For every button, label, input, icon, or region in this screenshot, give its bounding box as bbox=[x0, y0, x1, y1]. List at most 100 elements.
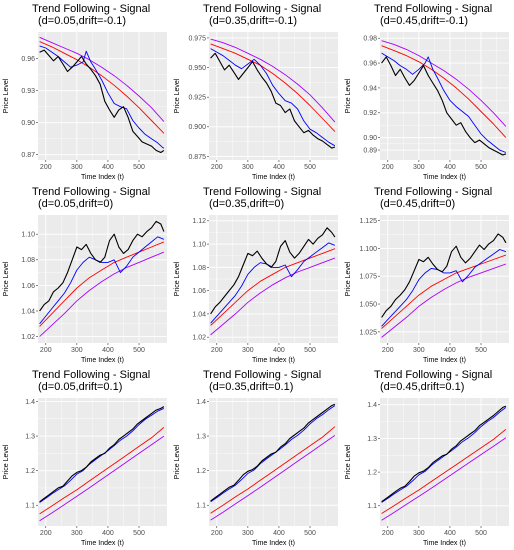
chart-svg: Trend Following - Signal(d=0.35,drift=0.… bbox=[174, 369, 338, 547]
chart-panel: Trend Following - Signal (d=0.45,drift=-0… bbox=[342, 0, 513, 183]
chart-svg: Trend Following - Signal(d=0.45,drift=0.… bbox=[345, 369, 509, 547]
x-tick-label: 500 bbox=[475, 164, 487, 171]
x-tick-label: 400 bbox=[102, 164, 114, 171]
y-tick-label: 0.90 bbox=[21, 120, 35, 127]
y-axis-label: Price Level bbox=[345, 78, 352, 113]
x-axis-label: Time Index (t) bbox=[252, 540, 295, 547]
y-tick-label: 0.96 bbox=[21, 56, 35, 63]
y-tick-label: 1.08 bbox=[21, 257, 35, 264]
y-tick-label: 1.08 bbox=[192, 265, 206, 272]
x-tick-label: 400 bbox=[102, 347, 114, 354]
x-tick-label: 400 bbox=[273, 530, 285, 537]
series-line bbox=[39, 41, 165, 134]
series-line bbox=[210, 52, 336, 149]
y-tick-label: 0.90 bbox=[363, 135, 377, 142]
chart-panel: Trend Following - Signal (d=0.45,drift=0.… bbox=[342, 366, 513, 549]
series-line bbox=[381, 254, 507, 329]
y-tick-label: 1.2 bbox=[367, 470, 377, 477]
series-line bbox=[39, 236, 165, 325]
chart-subtitle: (d=0.05,drift=-0.1) bbox=[38, 15, 126, 27]
plot-background bbox=[380, 398, 509, 526]
series-line bbox=[39, 251, 165, 337]
y-tick-label: 0.92 bbox=[363, 110, 377, 117]
x-tick-label: 200 bbox=[382, 347, 394, 354]
chart-subtitle: (d=0.05,drift=0.1) bbox=[38, 381, 122, 393]
chart-title: Trend Following - Signal bbox=[203, 369, 321, 381]
chart-panel: Trend Following - Signal (d=0.35,drift=0.… bbox=[171, 366, 342, 549]
y-tick-label: 1.100 bbox=[359, 246, 377, 253]
x-axis-label: Time Index (t) bbox=[81, 174, 124, 181]
y-tick-label: 0.925 bbox=[188, 95, 206, 102]
chart-svg: Trend Following - Signal(d=0.05,drift=0.… bbox=[3, 369, 167, 547]
y-tick-label: 0.875 bbox=[188, 154, 206, 161]
series-line bbox=[39, 49, 165, 154]
y-tick-label: 1.10 bbox=[21, 232, 35, 239]
x-tick-label: 200 bbox=[211, 164, 223, 171]
chart-svg: Trend Following - Signal(d=0.05,drift=0)… bbox=[3, 186, 167, 364]
y-axis-label: Price Level bbox=[3, 261, 10, 296]
x-tick-label: 500 bbox=[304, 530, 316, 537]
series-line bbox=[210, 435, 336, 521]
y-tick-label: 1.1 bbox=[367, 503, 377, 510]
series-line bbox=[39, 406, 165, 503]
x-axis-label: Time Index (t) bbox=[252, 357, 295, 364]
chart-title: Trend Following - Signal bbox=[374, 186, 492, 198]
chart-title: Trend Following - Signal bbox=[203, 186, 321, 198]
chart-subtitle: (d=0.45,drift=0.1) bbox=[380, 381, 464, 393]
y-axis-label: Price Level bbox=[174, 78, 181, 113]
series-line bbox=[210, 403, 336, 502]
series-line bbox=[210, 242, 336, 324]
y-tick-label: 1.2 bbox=[196, 468, 206, 475]
series-line bbox=[39, 36, 165, 122]
series-line bbox=[381, 437, 507, 521]
x-tick-label: 300 bbox=[71, 347, 83, 354]
y-tick-label: 1.4 bbox=[367, 402, 377, 409]
y-tick-label: 0.94 bbox=[363, 85, 377, 92]
y-axis-label: Price Level bbox=[174, 261, 181, 296]
y-tick-label: 1.025 bbox=[359, 329, 377, 336]
x-tick-label: 300 bbox=[413, 347, 425, 354]
y-tick-label: 1.125 bbox=[359, 218, 377, 225]
y-tick-label: 1.1 bbox=[25, 503, 35, 510]
chart-title: Trend Following - Signal bbox=[32, 186, 150, 198]
y-tick-label: 1.04 bbox=[21, 308, 35, 315]
x-tick-label: 200 bbox=[382, 164, 394, 171]
y-tick-label: 0.98 bbox=[363, 36, 377, 43]
y-tick-label: 0.96 bbox=[363, 60, 377, 67]
y-axis-label: Price Level bbox=[174, 444, 181, 479]
x-tick-label: 300 bbox=[242, 164, 254, 171]
y-tick-label: 1.050 bbox=[359, 301, 377, 308]
x-tick-label: 500 bbox=[304, 347, 316, 354]
x-axis-label: Time Index (t) bbox=[81, 540, 124, 547]
plot-background bbox=[38, 32, 167, 160]
series-line bbox=[210, 38, 336, 123]
x-tick-label: 300 bbox=[71, 530, 83, 537]
x-tick-label: 200 bbox=[40, 164, 52, 171]
series-line bbox=[210, 48, 336, 147]
x-axis-label: Time Index (t) bbox=[81, 357, 124, 364]
x-tick-label: 300 bbox=[71, 164, 83, 171]
x-tick-label: 400 bbox=[444, 347, 456, 354]
series-line bbox=[39, 435, 165, 522]
y-axis-label: Price Level bbox=[3, 444, 10, 479]
series-line bbox=[381, 405, 507, 503]
x-axis-label: Time Index (t) bbox=[423, 357, 466, 364]
x-tick-label: 500 bbox=[304, 164, 316, 171]
chart-panel: Trend Following - Signal (d=0.05,drift=0.… bbox=[0, 366, 171, 549]
chart-title: Trend Following - Signal bbox=[374, 369, 492, 381]
x-tick-label: 500 bbox=[133, 347, 145, 354]
y-tick-label: 1.02 bbox=[192, 335, 206, 342]
x-tick-label: 400 bbox=[102, 530, 114, 537]
chart-title: Trend Following - Signal bbox=[203, 3, 321, 15]
series-line bbox=[210, 43, 336, 132]
chart-panel: Trend Following - Signal (d=0.05,drift=0)… bbox=[0, 183, 171, 366]
y-tick-label: 1.04 bbox=[192, 311, 206, 318]
y-tick-label: 0.93 bbox=[21, 88, 35, 95]
x-tick-label: 400 bbox=[273, 347, 285, 354]
series-line bbox=[381, 52, 507, 153]
y-tick-label: 1.3 bbox=[367, 436, 377, 443]
chart-panel: Trend Following - Signal (d=0.35,drift=-0… bbox=[171, 0, 342, 183]
y-tick-label: 1.075 bbox=[359, 274, 377, 281]
series-line bbox=[381, 45, 507, 138]
